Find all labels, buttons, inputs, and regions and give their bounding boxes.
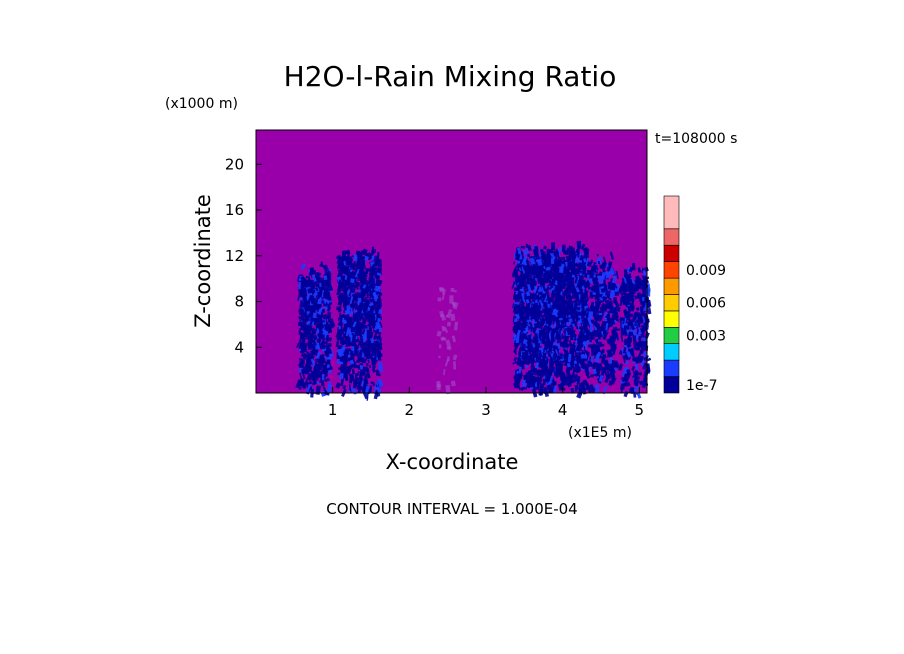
rain-band-3 [436,287,459,395]
colorbar-swatch [663,195,680,230]
x-tick-label: 2 [405,401,415,419]
colorbar-swatch [663,244,680,262]
colorbar-swatch [663,228,680,246]
x-tick-label: 5 [635,401,645,419]
colorbar-label: 0.006 [686,296,726,312]
plot-frame [255,129,648,394]
y-tick-label: 8 [234,293,244,311]
x-tick-label: 4 [558,401,568,419]
rain-band-4 [511,240,591,399]
colorbar-swatch [663,359,680,377]
chart-title: H2O-l-Rain Mixing Ratio [284,60,617,93]
rain-band-1 [295,261,336,398]
rain-band-2 [335,246,384,401]
y-tick-label: 20 [225,155,244,173]
colorbar-swatch [663,343,680,361]
colorbar-label: 0.009 [686,263,726,279]
colorbar-swatch [663,277,680,295]
x-axis-label: X-coordinate [386,450,519,474]
x-tick-label: 3 [481,401,491,419]
x-tick-label: 1 [328,401,338,419]
y-unit-label: (x1000 m) [165,96,238,112]
rain-band-6 [617,263,652,399]
colorbar-swatch [663,310,680,328]
y-axis: 4 8 12 16 20 [225,155,262,356]
rain-band-5 [583,251,621,395]
plot-area [255,129,652,401]
colorbar-swatch [663,376,680,394]
colorbar-swatch [663,294,680,312]
x-unit-label: (x1E5 m) [568,425,632,441]
x-axis: 1 2 3 4 5 [328,387,644,419]
colorbar: 1e-7 0.003 0.006 0.009 [663,195,726,394]
time-label: t=108000 s [655,131,737,147]
colorbar-swatch [663,326,680,344]
colorbar-swatch [663,261,680,279]
colorbar-label: 1e-7 [686,378,717,394]
contour-interval-label: CONTOUR INTERVAL = 1.000E-04 [326,500,577,518]
colorbar-label: 0.003 [686,329,726,345]
y-tick-label: 12 [225,247,244,265]
y-tick-label: 16 [225,201,244,219]
y-tick-label: 4 [234,338,244,356]
y-axis-label: Z-coordinate [191,194,215,328]
